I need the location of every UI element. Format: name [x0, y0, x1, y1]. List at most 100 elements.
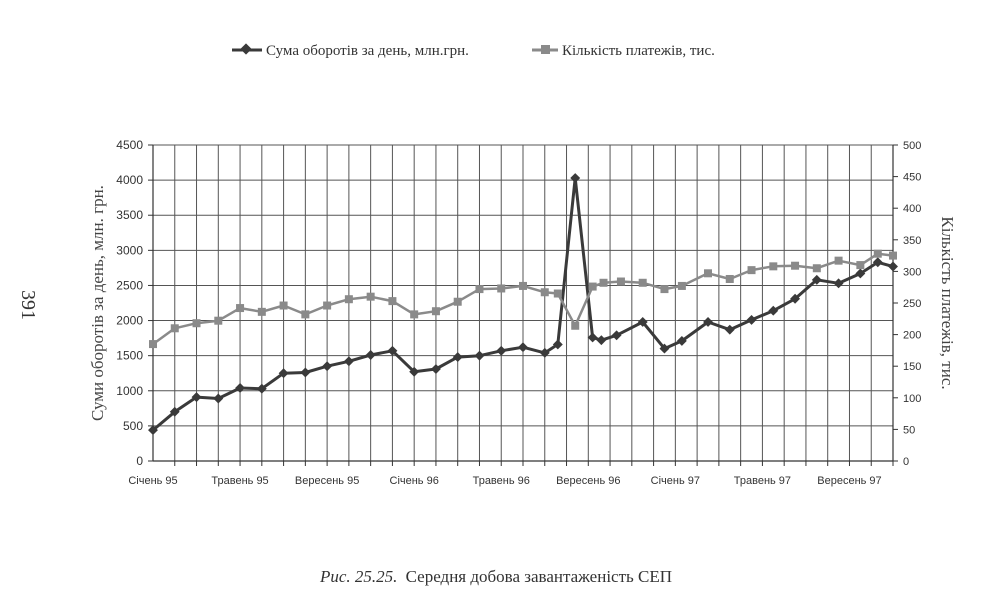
data-point-payments [834, 256, 843, 265]
data-point-payments [677, 281, 686, 290]
chart-axes [148, 145, 894, 462]
y-tick-label-right: 50 [903, 424, 915, 436]
data-point-payments [769, 262, 778, 271]
x-tick-label: Травень 96 [473, 475, 530, 487]
y-tick-label-right: 450 [903, 172, 921, 184]
data-point-payments [453, 297, 462, 306]
data-point-payments [540, 288, 549, 297]
x-tick-label: Вересень 95 [295, 475, 359, 487]
data-point-payments [344, 295, 353, 304]
data-point-payments [257, 307, 266, 316]
data-point-turnover [452, 352, 463, 363]
left-axis-ticks: 0 500 1000 1500 2000 2500 3000 3500 4000 4500 [116, 138, 153, 468]
data-point-turnover [430, 364, 441, 374]
data-point-turnover [300, 367, 311, 378]
data-point-payments [214, 316, 223, 325]
x-tick-label: Січень 96 [390, 475, 439, 487]
data-point-payments [599, 278, 608, 287]
data-point-turnover [872, 257, 883, 268]
data-point-payments [553, 289, 562, 298]
data-point-turnover [790, 293, 801, 304]
data-point-turnover [278, 368, 289, 379]
data-point-payments [170, 324, 179, 333]
data-point-turnover [676, 335, 687, 346]
data-point-turnover [169, 406, 180, 417]
data-point-payments [388, 297, 397, 306]
data-point-payments [497, 284, 506, 293]
data-point-turnover [888, 261, 898, 272]
y-tick-label-left: 2500 [116, 278, 143, 292]
legend-label-payments: Кількість платежів, тис. [562, 43, 715, 59]
data-point-turnover [596, 335, 607, 346]
data-point-turnover [256, 383, 267, 394]
data-point-turnover [637, 317, 648, 327]
data-point-payments [236, 304, 245, 313]
data-point-turnover [343, 356, 354, 367]
x-tick-label: Січень 97 [651, 475, 700, 487]
data-point-payments [192, 319, 201, 328]
data-point-payments [279, 301, 288, 310]
y-tick-label-left: 500 [123, 419, 143, 433]
data-point-turnover [746, 314, 757, 325]
data-point-turnover [148, 425, 158, 436]
y-tick-label-left: 1000 [116, 384, 143, 398]
y-tick-label-right: 250 [903, 298, 921, 310]
data-point-turnover [811, 274, 822, 285]
y-tick-label-left: 0 [136, 454, 143, 468]
y-tick-label-right: 500 [903, 140, 921, 152]
data-point-payments [588, 282, 597, 291]
data-point-turnover [611, 330, 622, 341]
y-tick-label-left: 4500 [116, 138, 143, 152]
caption-prefix: Рис. 25.25. [319, 567, 397, 586]
figure-caption: Рис. 25.25. Середня добова завантаженіст… [319, 567, 672, 586]
y-tick-label-left: 3000 [116, 243, 143, 257]
data-point-turnover [833, 278, 844, 289]
data-point-payments [149, 340, 157, 349]
data-point-turnover [724, 324, 735, 335]
y-tick-label-left: 3500 [116, 208, 143, 222]
data-point-payments [323, 301, 332, 310]
data-point-turnover [387, 345, 398, 356]
data-point-payments [616, 277, 625, 286]
y-tick-label-right: 0 [903, 456, 909, 468]
y-axis-title-right: Кількість платежів, тис. [938, 216, 957, 389]
y-tick-label-left: 1500 [116, 349, 143, 363]
data-point-payments [725, 274, 734, 283]
data-point-payments [366, 292, 375, 301]
chart-grid [153, 144, 894, 461]
data-point-turnover [496, 345, 507, 356]
y-tick-label-right: 350 [903, 235, 921, 247]
y-tick-label-right: 300 [903, 266, 921, 278]
data-point-turnover [855, 268, 866, 279]
caption-text: Середня добова завантаженість СЕП [406, 567, 672, 586]
data-point-payments [856, 261, 865, 270]
data-point-payments [519, 281, 527, 290]
data-point-payments [571, 321, 580, 330]
chart-series [148, 173, 898, 436]
data-point-payments [704, 269, 712, 278]
data-point-turnover [409, 366, 420, 377]
data-point-payments [747, 266, 756, 275]
data-point-payments [660, 285, 669, 294]
data-point-turnover [570, 173, 581, 183]
x-tick-label: Травень 97 [734, 475, 791, 487]
x-axis-ticks: Січень 95 Травень 95 Вересень 95 Січень 96 Т… [128, 461, 894, 487]
data-point-payments [410, 310, 419, 319]
y-tick-label-left: 4000 [116, 173, 143, 187]
right-axis-ticks: 0 50 100 150 200 250 300 350 400 450 500 [893, 140, 921, 468]
data-point-payments [812, 264, 821, 273]
data-point-payments [638, 278, 647, 287]
y-tick-label-right: 400 [903, 203, 921, 215]
legend-marker-diamond [240, 43, 252, 55]
y-tick-label-right: 200 [903, 330, 921, 342]
data-point-turnover [235, 382, 246, 393]
data-point-payments [873, 249, 882, 258]
data-point-payments [431, 307, 440, 316]
chart-legend: Сума оборотів за день, млн.грн. Кількіст… [232, 43, 715, 59]
legend-marker-square [541, 45, 550, 54]
page-number: 391 [17, 290, 39, 320]
y-tick-label-right: 100 [903, 393, 921, 405]
data-point-payments [301, 310, 310, 319]
y-tick-label-left: 2000 [116, 314, 143, 328]
